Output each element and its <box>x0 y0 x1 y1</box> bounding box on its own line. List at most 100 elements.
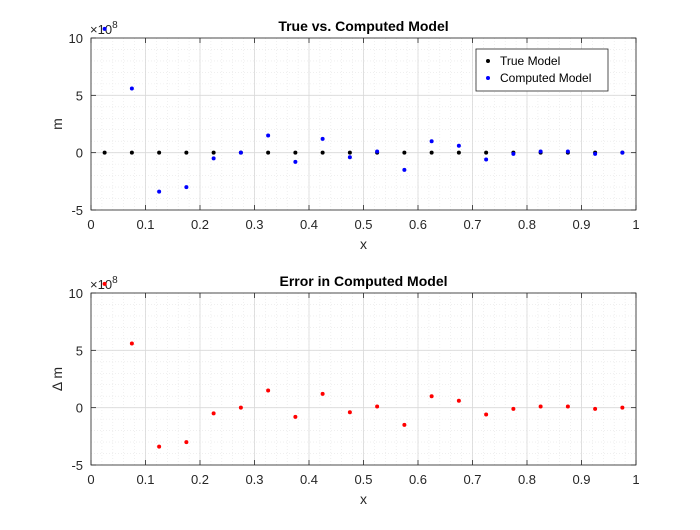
chart-0-series-1-point <box>484 157 489 162</box>
chart-0-series-1-point <box>184 185 189 190</box>
chart-0-series-1-point <box>538 149 543 154</box>
chart-1-xtick-label: 0.7 <box>463 472 481 487</box>
chart-0-legend-label: Computed Model <box>500 71 591 85</box>
chart-0-series-1-point <box>565 149 570 154</box>
chart-0-series-0-point <box>484 150 489 155</box>
chart-1-ylabel: Δ m <box>49 367 65 391</box>
chart-0-xtick-label: 0.1 <box>136 217 154 232</box>
chart-0-ylabel: m <box>49 118 65 130</box>
chart-1-xtick-label: 0.5 <box>354 472 372 487</box>
chart-1-title: Error in Computed Model <box>280 273 448 289</box>
chart-0-legend-label: True Model <box>500 54 560 68</box>
chart-0-series-1-point <box>320 136 325 141</box>
chart-0-xtick-label: 0.9 <box>572 217 590 232</box>
chart-0-ytick-label: -5 <box>71 203 83 218</box>
chart-0-ytick-label: 10 <box>69 31 83 46</box>
chart-0-title: True vs. Computed Model <box>278 18 448 34</box>
chart-0-series-1-point <box>129 86 134 91</box>
chart-1-series-0-point <box>565 404 570 409</box>
chart-0-series-1-point <box>157 189 162 194</box>
chart-1-series-0-point <box>238 405 243 410</box>
chart-1-series-0-point <box>347 410 352 415</box>
chart-0-series-1-point <box>375 149 380 154</box>
chart-1-xtick-label: 0.8 <box>518 472 536 487</box>
chart-1-series-0-point <box>402 422 407 427</box>
chart-0-xlabel: x <box>360 236 367 252</box>
chart-1-ytick-label: 10 <box>69 286 83 301</box>
chart-0-series-0-point <box>102 150 107 155</box>
chart-0-exponent-power: 8 <box>112 20 118 31</box>
chart-0-legend: True Model Computed Model <box>475 48 609 92</box>
chart-0-legend-marker <box>486 76 490 80</box>
chart-0-xtick-label: 0.6 <box>409 217 427 232</box>
chart-0-series-0-point <box>293 150 298 155</box>
chart-1-ytick-label: 0 <box>76 401 83 416</box>
chart-1-xtick-label: 0.3 <box>245 472 263 487</box>
chart-0-series-1-point <box>102 26 107 31</box>
chart-1-series-0-point <box>511 406 516 411</box>
chart-0-series-0-point <box>456 150 461 155</box>
chart-1-xtick-label: 0.9 <box>572 472 590 487</box>
chart-1-series-0-point <box>620 405 625 410</box>
chart-0-series-1-point <box>266 133 271 138</box>
chart-1-series-0-point <box>593 406 598 411</box>
chart-0-ytick-label: 5 <box>76 88 83 103</box>
chart-1-xtick-label: 1 <box>632 472 639 487</box>
chart-1-series-0-point <box>293 414 298 419</box>
chart-1-series-0-point <box>538 404 543 409</box>
chart-1-xtick-label: 0.4 <box>300 472 318 487</box>
chart-0-xtick-label: 0 <box>87 217 94 232</box>
chart-0-series-0-point <box>211 150 216 155</box>
chart-0-xtick-label: 0.7 <box>463 217 481 232</box>
chart-1-series-0-point <box>266 388 271 393</box>
chart-0-xtick-label: 0.3 <box>245 217 263 232</box>
chart-1-exponent-power: 8 <box>112 275 118 286</box>
chart-0-series-1 <box>102 26 625 194</box>
chart-0-xtick-label: 0.5 <box>354 217 372 232</box>
chart-0-series-1-point <box>593 151 598 156</box>
chart-1-series-0-point <box>129 341 134 346</box>
chart-1-series-0-point <box>429 394 434 399</box>
chart-0-series-1-point <box>211 156 216 161</box>
chart-0-series-0-point <box>157 150 162 155</box>
chart-0-series-1-point <box>238 150 243 155</box>
chart-0-ytick-label: 0 <box>76 146 83 161</box>
chart-1-series-0-point <box>456 398 461 403</box>
chart-0-xtick-label: 0.8 <box>518 217 536 232</box>
chart-0-series-1-point <box>511 151 516 156</box>
chart-1-series-0 <box>102 281 625 449</box>
chart-1-series-0-point <box>157 444 162 449</box>
chart-1-ytick-label: -5 <box>71 458 83 473</box>
chart-1-series-0-point <box>320 391 325 396</box>
chart-0-series-0-point <box>266 150 271 155</box>
chart-1-xtick-label: 0.1 <box>136 472 154 487</box>
chart-0-series-1-point <box>620 150 625 155</box>
chart-0-series-1-point <box>429 139 434 144</box>
chart-1-xtick-label: 0 <box>87 472 94 487</box>
chart-0-legend-box <box>475 48 609 92</box>
chart-0-series-0-point <box>184 150 189 155</box>
chart-1-xtick-label: 0.6 <box>409 472 427 487</box>
chart-0-series-1-point <box>456 143 461 148</box>
chart-0-series-0-point <box>429 150 434 155</box>
chart-0-xtick-label: 1 <box>632 217 639 232</box>
chart-1-xtick-label: 0.2 <box>191 472 209 487</box>
chart-0-series-1-point <box>293 159 298 164</box>
chart-0-xtick-label: 0.2 <box>191 217 209 232</box>
chart-0-series-1-point <box>402 167 407 172</box>
chart-0-series-1-point <box>347 155 352 160</box>
chart-1-xlabel: x <box>360 491 367 507</box>
chart-1-series-0-point <box>375 404 380 409</box>
chart-1-series-0-point <box>102 281 107 286</box>
chart-1-ytick-label: 5 <box>76 343 83 358</box>
chart-1-series-0-point <box>484 412 489 417</box>
chart-0-series-0-point <box>347 150 352 155</box>
chart-0-series-0-point <box>402 150 407 155</box>
chart-1-series-0-point <box>184 440 189 445</box>
chart-0-xtick-label: 0.4 <box>300 217 318 232</box>
chart-0-legend-marker <box>486 59 490 63</box>
chart-0-series-0-point <box>129 150 134 155</box>
